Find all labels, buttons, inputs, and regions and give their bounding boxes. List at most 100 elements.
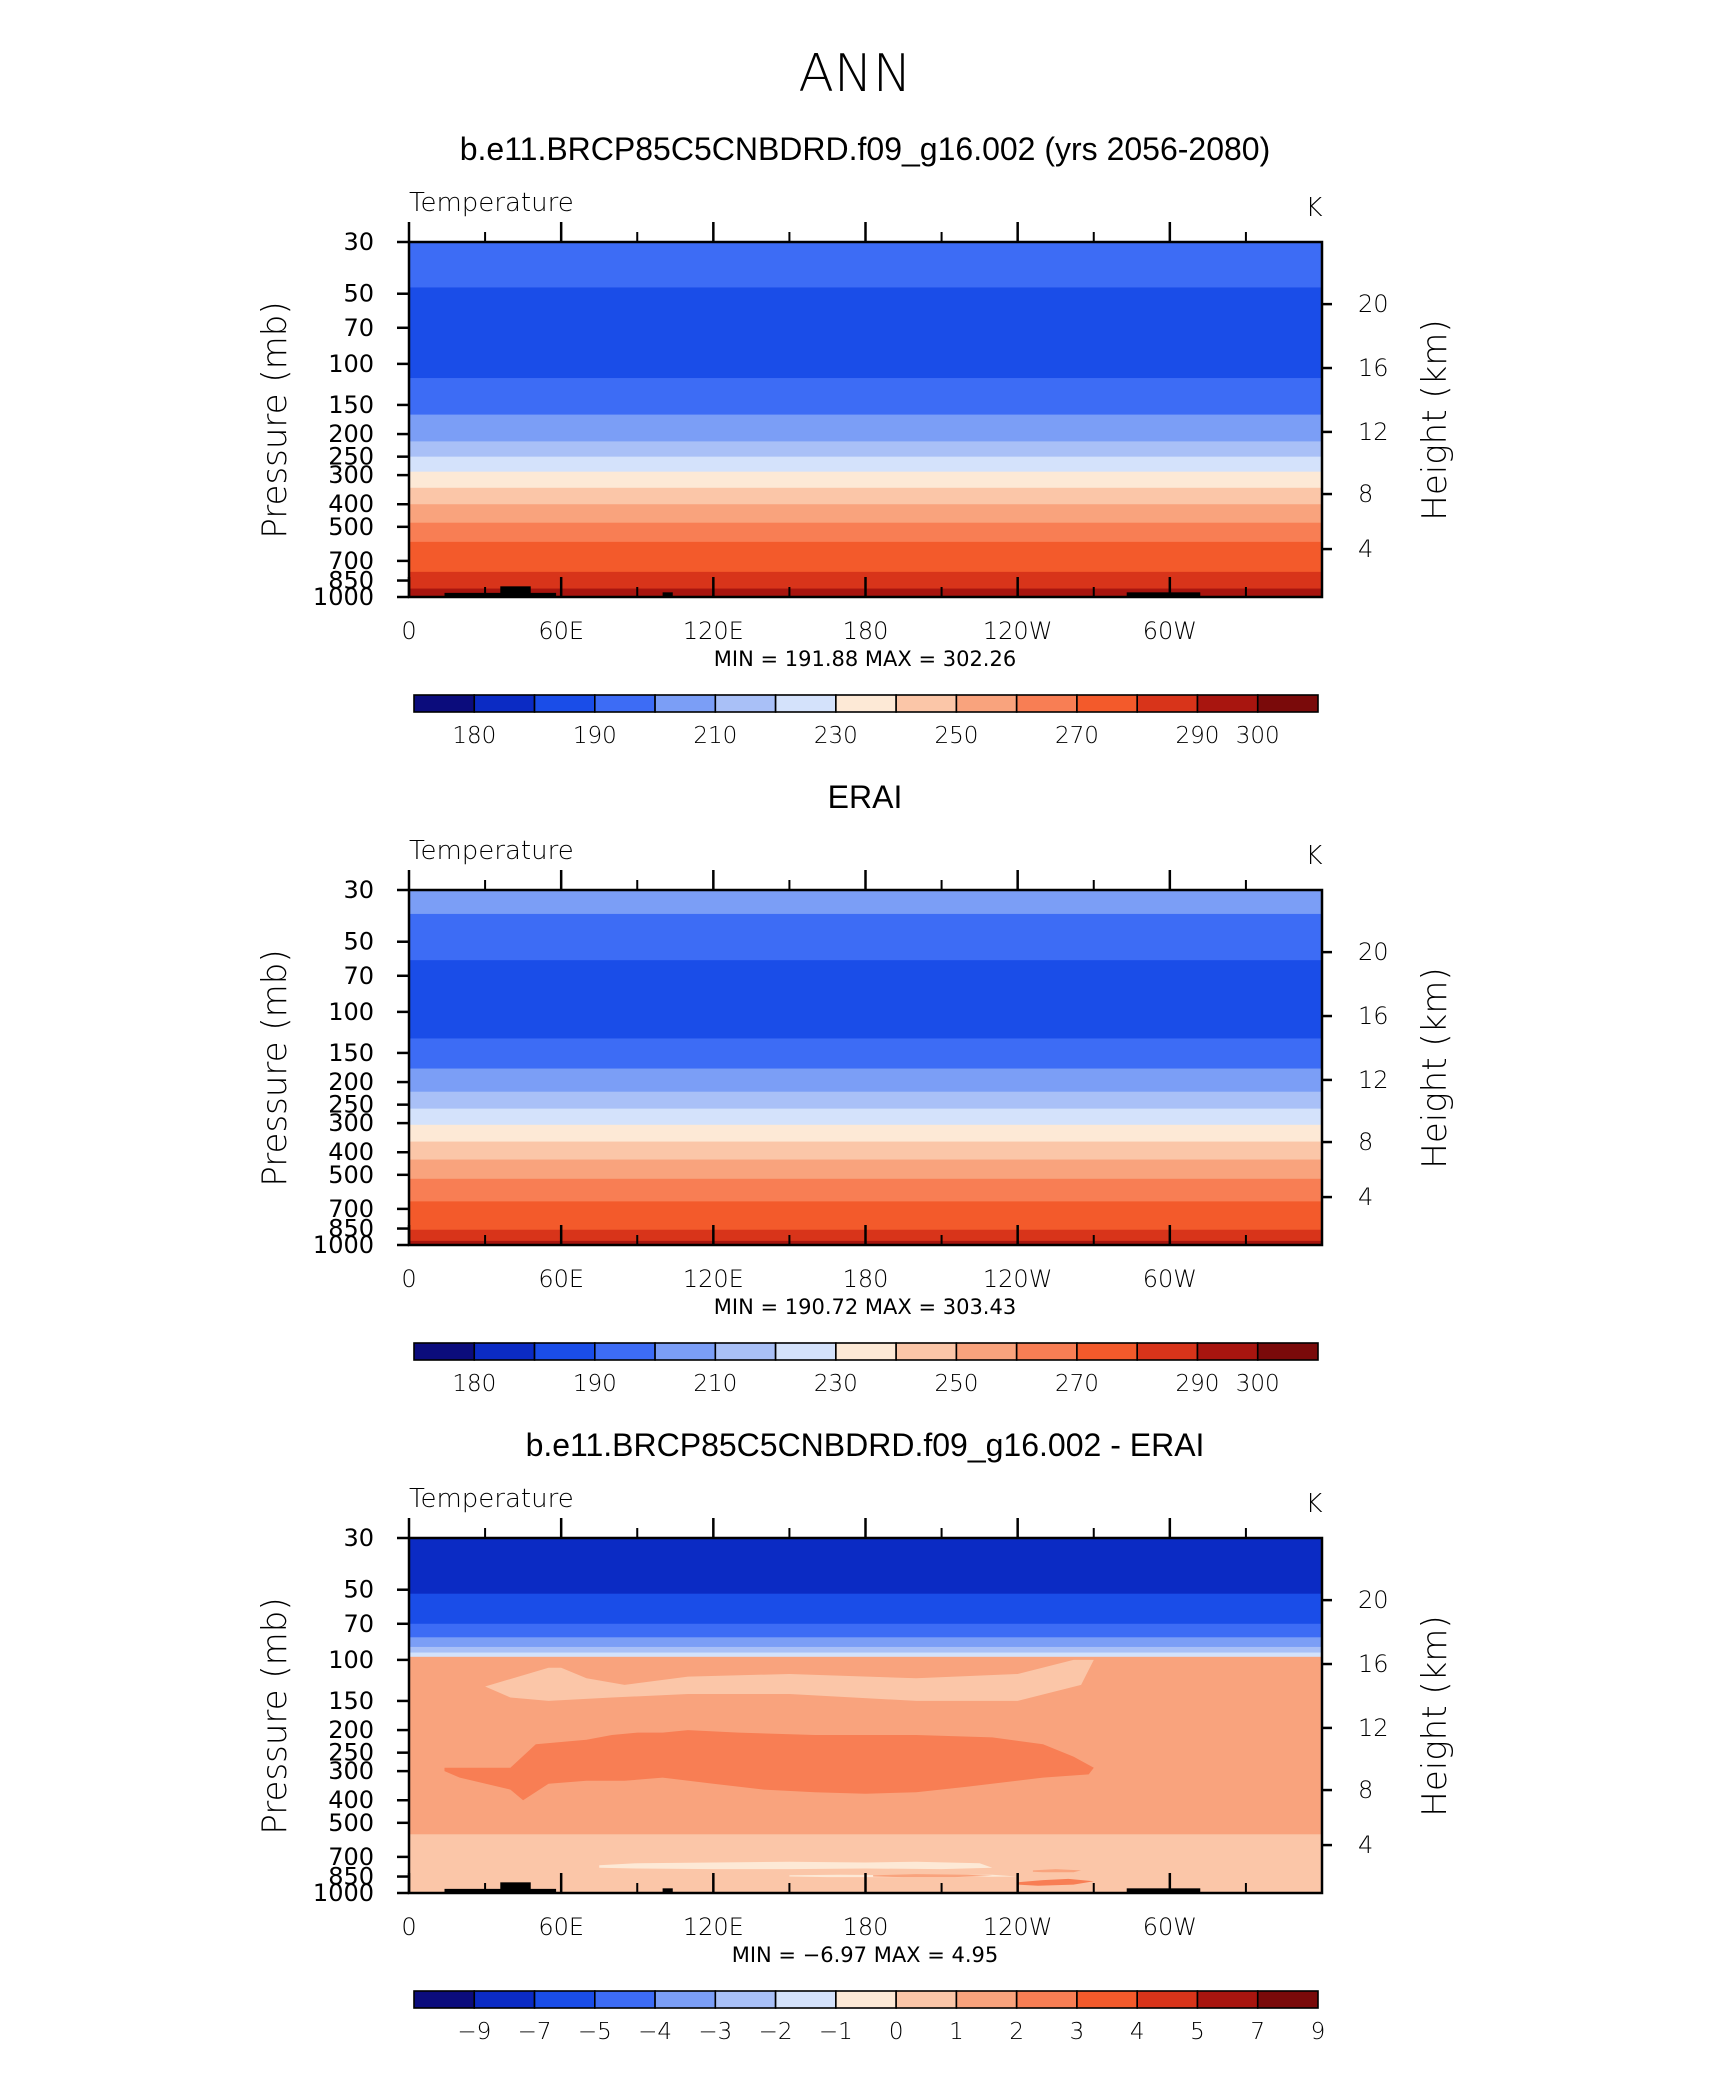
colorbar-swatch	[413, 1990, 476, 2009]
colorbar-swatch	[1196, 694, 1259, 713]
topography-mask	[1126, 1888, 1201, 1893]
colorbar-swatch	[1076, 1990, 1139, 2009]
colorbar-label: 180	[452, 1371, 496, 1397]
figure-title: ANN	[798, 44, 911, 104]
colorbar-swatch	[955, 1342, 1018, 1361]
y-tick-label: 250	[328, 1091, 374, 1119]
colorbar-label: −1	[819, 2019, 853, 2045]
y-tick-label: 100	[328, 1646, 374, 1674]
contour-band	[409, 522, 1322, 543]
y-tick-label: 150	[328, 391, 374, 419]
contour-band	[409, 1652, 1322, 1658]
colorbar-label: 1	[949, 2019, 964, 2045]
contour-band	[409, 1623, 1322, 1638]
right-tick-label: 20	[1358, 290, 1389, 318]
x-tick-label: 60E	[538, 1913, 584, 1941]
colorbar-swatch	[1015, 694, 1078, 713]
colorbar-swatch	[955, 1990, 1018, 2009]
contour-region	[599, 1861, 993, 1870]
contour-band	[409, 504, 1322, 524]
x-tick-label: 180	[843, 617, 889, 645]
y-tick-label: 100	[328, 998, 374, 1026]
colorbar-swatch	[1136, 1990, 1199, 2009]
contour-band	[409, 1178, 1322, 1202]
x-tick-label: 120W	[983, 617, 1053, 645]
y-tick-label: 30	[343, 1524, 374, 1552]
x-tick-label: 60W	[1143, 1265, 1197, 1293]
colorbar-swatch	[895, 694, 958, 713]
variable-label: Temperature	[409, 1484, 574, 1514]
plot-area	[409, 242, 1322, 597]
y-tick-label: 200	[328, 1716, 374, 1744]
y-tick-label: 700	[328, 1843, 374, 1871]
right-tick-label: 4	[1358, 1831, 1373, 1859]
colorbar-swatch	[593, 694, 656, 713]
panel-2: ERAI Temperature K Pressure (mb) Height (km)…	[255, 779, 1455, 1397]
contour-region	[1017, 1878, 1094, 1886]
topography-mask	[1126, 592, 1201, 597]
x-tick-label: 60E	[538, 617, 584, 645]
colorbar-label: 230	[814, 1371, 858, 1397]
colorbar-label: 3	[1070, 2019, 1085, 2045]
y-tick-label: 400	[328, 1138, 374, 1166]
y-tick-label: 1000	[313, 1231, 374, 1259]
right-tick-label: 4	[1358, 1183, 1373, 1211]
colorbar-swatch	[714, 694, 777, 713]
colorbar-swatch	[1256, 1990, 1319, 2009]
x-tick-label: 180	[843, 1913, 889, 1941]
contour-region	[444, 1730, 1094, 1801]
topography-mask	[500, 586, 531, 597]
panel-1: b.e11.BRCP85C5CNBDRD.f09_g16.002 (yrs 20…	[255, 131, 1455, 749]
x-tick-label: 0	[401, 1265, 416, 1293]
colorbar-swatch	[1196, 1990, 1259, 2009]
contour-band	[409, 890, 1322, 915]
right-tick-label: 12	[1358, 1714, 1389, 1742]
right-tick-label: 20	[1358, 1586, 1389, 1614]
panel-title: b.e11.BRCP85C5CNBDRD.f09_g16.002 - ERAI	[526, 1427, 1205, 1463]
colorbar-swatch	[835, 1990, 897, 2009]
right-tick-label: 8	[1358, 1128, 1373, 1156]
colorbar-swatch	[533, 694, 596, 713]
colorbar-swatch	[473, 694, 536, 713]
contour-band	[409, 487, 1322, 505]
y-tick-label: 50	[343, 928, 374, 956]
contour-region	[1032, 1869, 1082, 1873]
colorbar-label: 250	[934, 1371, 978, 1397]
x-tick-label: 120E	[683, 1913, 744, 1941]
y-tick-label: 30	[343, 228, 374, 256]
colorbar-label: 290	[1176, 1371, 1220, 1397]
y-axis-title: Pressure (mb)	[255, 301, 295, 538]
contour-band	[409, 913, 1322, 961]
y-tick-label: 1000	[313, 1879, 374, 1907]
colorbar-label: 7	[1250, 2019, 1265, 2045]
colorbar-label: 5	[1190, 2019, 1205, 2045]
colorbar-swatch	[895, 1342, 958, 1361]
y-tick-label: 300	[328, 1109, 374, 1137]
x-tick-label: 0	[401, 617, 416, 645]
x-tick-label: 120W	[983, 1265, 1053, 1293]
units-label: K	[1305, 841, 1322, 871]
colorbar-label: −9	[457, 2019, 491, 2045]
colorbar-label: 270	[1055, 723, 1099, 749]
y-tick-label: 150	[328, 1687, 374, 1715]
colorbar-swatch	[714, 1342, 777, 1361]
colorbar-swatch	[774, 694, 837, 713]
colorbar-label: 4	[1130, 2019, 1145, 2045]
y-tick-label: 70	[343, 962, 374, 990]
x-tick-label: 120E	[683, 1265, 744, 1293]
y-tick-label: 700	[328, 547, 374, 575]
right-tick-label: 12	[1358, 418, 1389, 446]
contour-band	[409, 1108, 1322, 1126]
colorbar-label: 180	[452, 723, 496, 749]
y-tick-label: 500	[328, 513, 374, 541]
colorbar-swatch	[533, 1342, 596, 1361]
contour-band	[409, 1538, 1322, 1595]
colorbar-label: 2	[1009, 2019, 1024, 2045]
x-tick-label: 180	[843, 1265, 889, 1293]
min-max-stats: MIN = −6.97 MAX = 4.95	[732, 1943, 999, 1967]
contour-region	[873, 1874, 993, 1878]
x-tick-label: 0	[401, 1913, 416, 1941]
panel-3: b.e11.BRCP85C5CNBDRD.f09_g16.002 - ERAI T…	[255, 1427, 1455, 2045]
colorbar-label: 230	[814, 723, 858, 749]
colorbar-label: 210	[693, 723, 737, 749]
